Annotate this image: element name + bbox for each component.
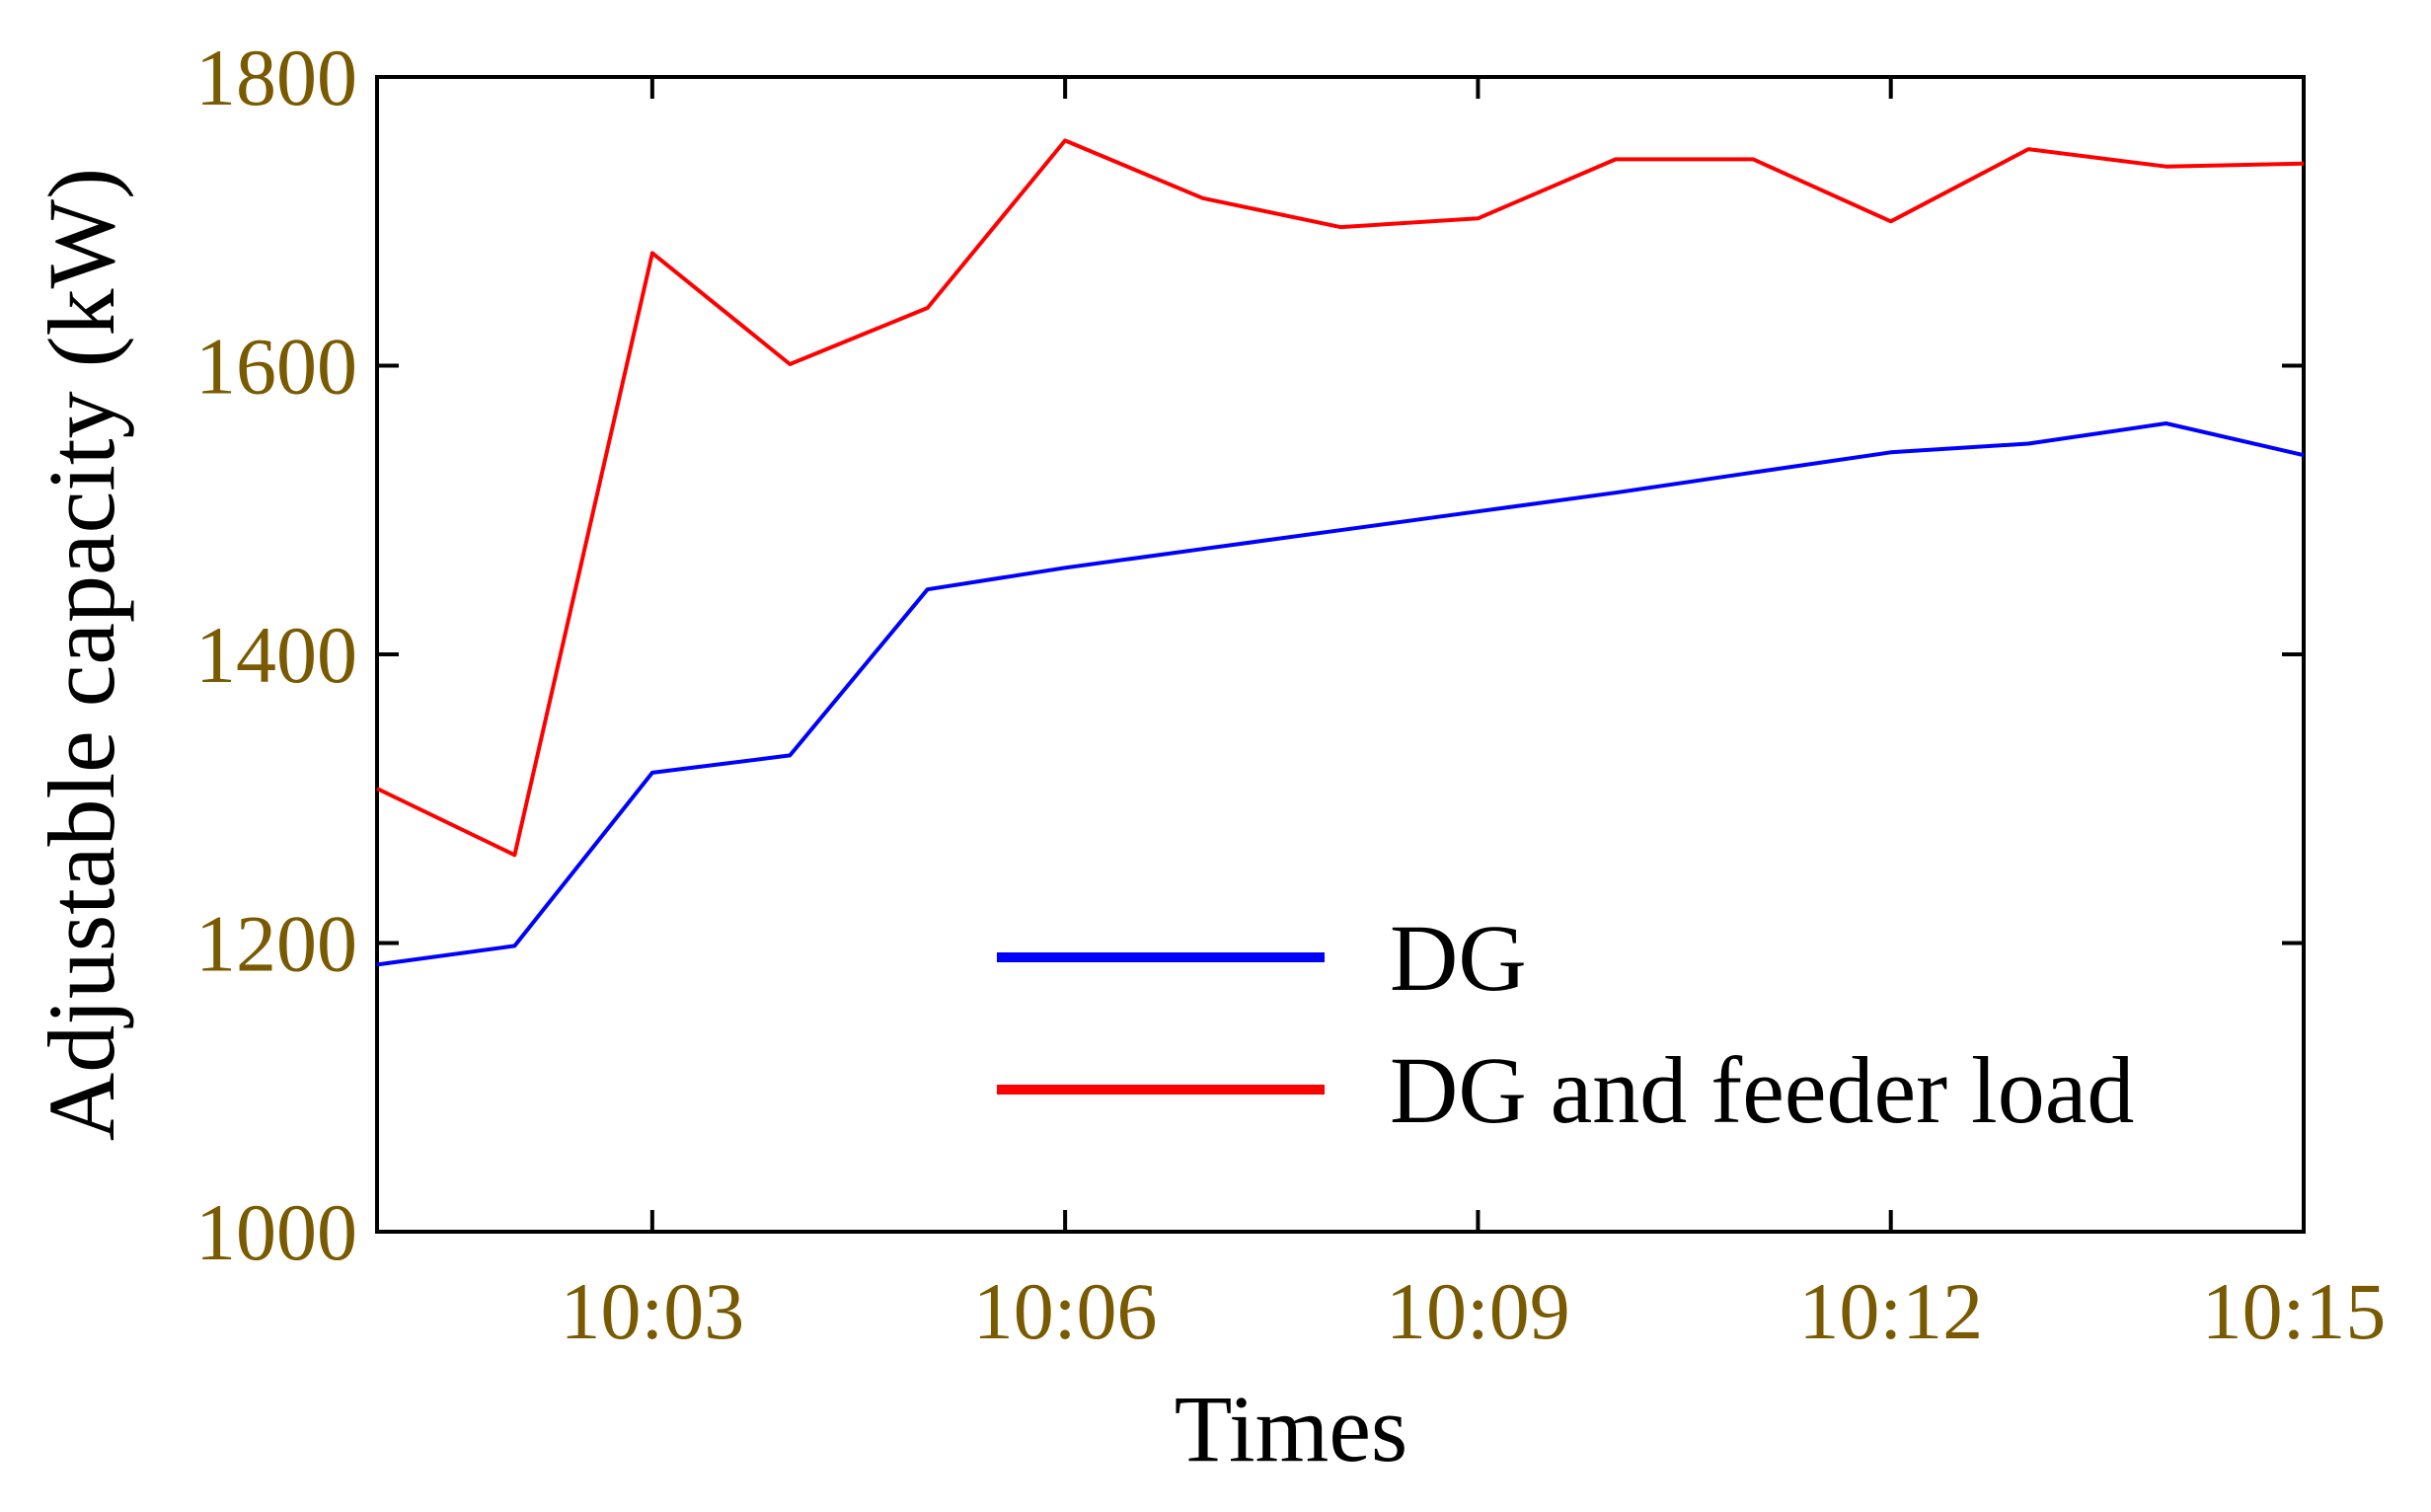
x-axis-title: Times: [1175, 1376, 1408, 1481]
series-lines: [376, 138, 2305, 967]
x-tick-label: 10:03: [560, 1266, 744, 1356]
y-tick-label: 1600: [195, 322, 357, 412]
y-axis-title: Adjustable capacity (kW): [29, 168, 134, 1141]
legend: DG DG and feeder load: [997, 905, 2134, 1143]
x-axis: 10:03 10:06 10:09 10:12 10:15: [560, 77, 2386, 1356]
series-line-dg: [376, 421, 2305, 967]
y-tick-label: 1200: [195, 899, 357, 989]
x-tick-label: 10:15: [2202, 1266, 2387, 1356]
y-tick-label: 1400: [195, 610, 357, 700]
series-line-dg-and-feeder-load: [376, 138, 2305, 858]
legend-label-dg: DG: [1390, 905, 1527, 1011]
y-tick-label: 1800: [195, 33, 357, 122]
y-tick-label: 1000: [195, 1187, 357, 1277]
legend-label-dg-and-feeder-load: DG and feeder load: [1390, 1037, 2134, 1143]
x-tick-label: 10:12: [1798, 1266, 1983, 1356]
y-axis: 1000 1200 1400 1600 1800: [195, 33, 2304, 1277]
x-tick-label: 10:09: [1386, 1266, 1570, 1356]
x-tick-label: 10:06: [973, 1266, 1158, 1356]
